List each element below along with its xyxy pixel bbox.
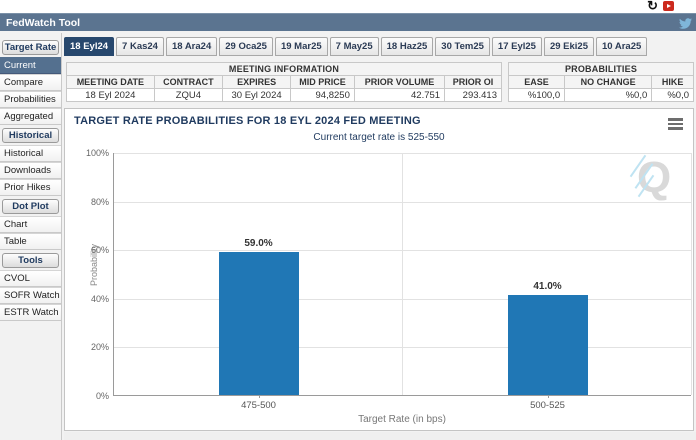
y-tick-label: 40%: [90, 293, 109, 304]
quikstrike-watermark: Q: [629, 155, 677, 201]
probabilities-table: PROBABILITIES EASE NO CHANGE HIKE %100,0 %0…: [507, 62, 694, 102]
sidebar-section-header-target-rate: Target Rate: [2, 40, 59, 55]
cell: 42.751: [353, 88, 446, 102]
x-category-label: 475-500: [241, 400, 276, 411]
cell: ZQU4: [153, 88, 224, 102]
cell: 94,8250: [290, 88, 355, 102]
tab-29-oca25[interactable]: 29 Oca25: [219, 37, 273, 56]
gridline: [402, 153, 403, 395]
chart-menu-icon[interactable]: [668, 118, 683, 130]
tab-18-ara24[interactable]: 18 Ara24: [165, 37, 218, 56]
probabilities-value-row: %100,0 %0,0 %0,0: [507, 88, 694, 102]
video-icon[interactable]: [663, 1, 674, 11]
sidebar-item-aggregated[interactable]: Aggregated: [0, 108, 61, 125]
tab-18-haz25[interactable]: 18 Haz25: [380, 37, 434, 56]
col-header: CONTRACT: [153, 75, 224, 89]
meeting-info-value-row: 18 Eyl 2024 ZQU4 30 Eyl 2024 94,8250 42.751 2…: [66, 88, 502, 102]
title-bar: FedWatch Tool: [0, 13, 696, 31]
chart-subtitle: Current target rate is 525-550: [313, 132, 445, 143]
y-tick-label: 100%: [85, 148, 109, 158]
refresh-icon[interactable]: ↻: [647, 0, 658, 13]
sidebar-item-prior-hikes[interactable]: Prior Hikes: [0, 179, 61, 196]
sidebar-section-header-tools: Tools: [2, 253, 59, 268]
sidebar-section-header-historical: Historical: [2, 128, 59, 143]
bar-value-label: 41.0%: [533, 281, 562, 293]
x-tick: [258, 395, 260, 398]
col-header: EXPIRES: [222, 75, 292, 89]
top-strip: ↻: [0, 0, 696, 13]
app-title: FedWatch Tool: [6, 17, 81, 29]
sidebar-item-downloads[interactable]: Downloads: [0, 162, 61, 179]
col-header: MEETING DATE: [66, 75, 155, 89]
footer-strip: [64, 432, 696, 440]
sidebar-section-header-dot-plot: Dot Plot: [2, 199, 59, 214]
sidebar: Target Rate Current Compare Probabilities Ag…: [0, 33, 62, 440]
sidebar-item-current[interactable]: Current: [0, 57, 61, 74]
bar-value-label: 59.0%: [244, 237, 273, 249]
sidebar-item-compare[interactable]: Compare: [0, 74, 61, 91]
cell: 293.413: [444, 88, 502, 102]
x-tick: [547, 395, 549, 398]
meeting-info-title: MEETING INFORMATION: [66, 62, 502, 76]
cell: 30 Eyl 2024: [222, 88, 292, 102]
sidebar-item-sofr-watch[interactable]: SOFR Watch: [0, 287, 61, 304]
x-category-label: 500-525: [530, 400, 565, 411]
tab-18-eyl24[interactable]: 18 Eyl24: [64, 37, 115, 56]
sidebar-item-table[interactable]: Table: [0, 233, 61, 250]
sidebar-item-probabilities[interactable]: Probabilities: [0, 91, 61, 108]
tab-7-kas24[interactable]: 7 Kas24: [116, 37, 164, 56]
col-header: HIKE: [651, 75, 694, 89]
twitter-icon[interactable]: [678, 17, 692, 30]
meeting-info-header-row: MEETING DATE CONTRACT EXPIRES MID PRICE PRIO…: [66, 75, 502, 89]
bar-475-500: 59.0%: [218, 238, 299, 395]
probabilities-title: PROBABILITIES: [508, 62, 694, 76]
plot-area: Probability 0% 20% 40% 60% 80% 100% 59.0% 475-5…: [86, 148, 692, 411]
y-tick-label: 0%: [95, 391, 109, 401]
sidebar-item-chart[interactable]: Chart: [0, 216, 61, 233]
cell: %100,0: [507, 88, 566, 102]
bar-500-525: 41.0%: [507, 281, 588, 395]
chart-panel: TARGET RATE PROBABILITIES FOR 18 EYL 202…: [64, 108, 694, 431]
cell: %0,0: [651, 88, 694, 102]
chart-title: TARGET RATE PROBABILITIES FOR 18 EYL 202…: [74, 115, 421, 127]
sidebar-item-historical[interactable]: Historical: [0, 145, 61, 162]
tab-30-tem25[interactable]: 30 Tem25: [435, 37, 490, 56]
tab-7-may25[interactable]: 7 May25: [329, 37, 379, 56]
tab-19-mar25[interactable]: 19 Mar25: [274, 37, 328, 56]
tab-17-eyl25[interactable]: 17 Eyl25: [491, 37, 542, 56]
tab-29-eki25[interactable]: 29 Eki25: [543, 37, 594, 56]
y-tick-label: 60%: [90, 245, 109, 256]
col-header: NO CHANGE: [564, 75, 653, 89]
x-axis-title: Target Rate (in bps): [358, 414, 446, 425]
sidebar-item-cvol[interactable]: CVOL: [0, 270, 61, 287]
meeting-tab-bar: 18 Eyl24 7 Kas24 18 Ara24 29 Oca25 19 Mar25 7…: [64, 36, 649, 56]
col-header: MID PRICE: [290, 75, 355, 89]
cell: 18 Eyl 2024: [66, 88, 155, 102]
probabilities-header-row: EASE NO CHANGE HIKE: [507, 75, 694, 89]
col-header: EASE: [507, 75, 566, 89]
col-header: PRIOR VOLUME: [353, 75, 446, 89]
cell: %0,0: [564, 88, 653, 102]
tab-10-ara25[interactable]: 10 Ara25: [596, 37, 648, 56]
gridline: [691, 153, 692, 395]
col-header: PRIOR OI: [444, 75, 502, 89]
meeting-info-table: MEETING INFORMATION MEETING DATE CONTRACT…: [66, 62, 502, 102]
sidebar-item-estr-watch[interactable]: ESTR Watch: [0, 304, 61, 321]
y-tick-label: 20%: [90, 342, 109, 353]
y-tick-label: 80%: [90, 196, 109, 207]
